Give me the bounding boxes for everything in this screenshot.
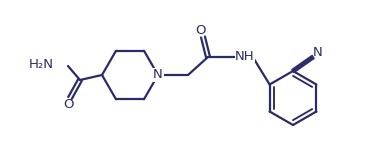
Text: O: O (64, 99, 74, 111)
Text: NH: NH (235, 50, 255, 63)
Text: N: N (153, 69, 163, 81)
Text: H₂N: H₂N (29, 58, 54, 72)
Text: N: N (313, 45, 323, 58)
Text: O: O (195, 24, 205, 36)
